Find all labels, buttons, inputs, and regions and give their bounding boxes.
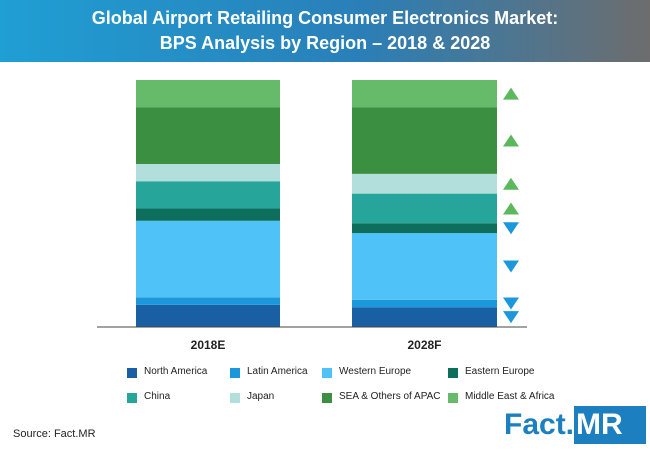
trend-arrow-up-sea-and-others-of-apac [503, 134, 519, 147]
bar-segment-2028f-japan [352, 173, 497, 194]
source-note: Source: Fact.MR [13, 428, 96, 440]
legend-label: Latin America [247, 366, 308, 377]
bar-segment-2018e-china [136, 181, 280, 209]
legend-swatch [127, 393, 137, 403]
trend-arrow-down-north-america [503, 311, 519, 324]
bar-segment-2018e-middle-east-and-africa [136, 80, 280, 108]
bar-segment-2018e-japan [136, 163, 280, 182]
bar-segment-2028f-middle-east-and-africa [352, 80, 497, 108]
legend-label: North America [144, 366, 208, 377]
trend-arrow-up-japan [503, 177, 519, 190]
bar-segment-2028f-china [352, 193, 497, 224]
logo-mr-box: MR [574, 406, 646, 444]
chart-title-line-1: Global Airport Retailing Consumer Electr… [91, 8, 559, 28]
legend-label: Western Europe [339, 366, 412, 377]
factmr-logo: Fact. MR [504, 406, 646, 444]
stacked-bar-chart: 2018E 2028F [97, 80, 527, 352]
legend-swatch [448, 368, 458, 378]
logo-text-fact: Fact. [504, 408, 575, 441]
bar-segment-2028f-eastern-europe [352, 223, 497, 234]
bar-segment-2018e-north-america [136, 304, 280, 327]
bar-segment-2018e-latin-america [136, 297, 280, 305]
legend-label: Middle East & Africa [465, 391, 555, 402]
bar-segment-2018e-western-europe [136, 220, 280, 298]
legend-swatch [127, 368, 137, 378]
bar-segment-2028f-sea-and-others-of-apac [352, 107, 497, 174]
trend-arrow-down-eastern-europe [503, 222, 519, 235]
bar-segment-2028f-north-america [352, 307, 497, 327]
legend-swatch [448, 393, 458, 403]
legend-label: China [144, 391, 171, 402]
logo-text-mr: MR [576, 408, 623, 441]
legend-swatch [230, 368, 240, 378]
bar-segment-2028f-latin-america [352, 299, 497, 308]
x-tick-label-2018e: 2018E [191, 338, 226, 352]
bar-segment-2028f-western-europe [352, 233, 497, 300]
chart-title-line-2: BPS Analysis by Region – 2018 & 2028 [159, 33, 491, 53]
legend-label: Eastern Europe [465, 366, 535, 377]
legend-swatch [322, 368, 332, 378]
trend-arrow-down-latin-america [503, 297, 519, 310]
trend-arrow-down-western-europe [503, 260, 519, 273]
legend-label: Japan [247, 391, 275, 402]
title-banner: Global Airport Retailing Consumer Electr… [0, 0, 650, 62]
bar-segment-2018e-sea-and-others-of-apac [136, 107, 280, 164]
legend-swatch [322, 393, 332, 403]
bar-segment-2018e-eastern-europe [136, 208, 280, 221]
legend-swatch [230, 393, 240, 403]
trend-arrow-up-middle-east-and-africa [503, 87, 519, 100]
trend-arrow-up-china [503, 202, 519, 215]
legend-label: SEA & Others of APAC [339, 391, 441, 402]
x-tick-label-2028f: 2028F [407, 338, 441, 352]
